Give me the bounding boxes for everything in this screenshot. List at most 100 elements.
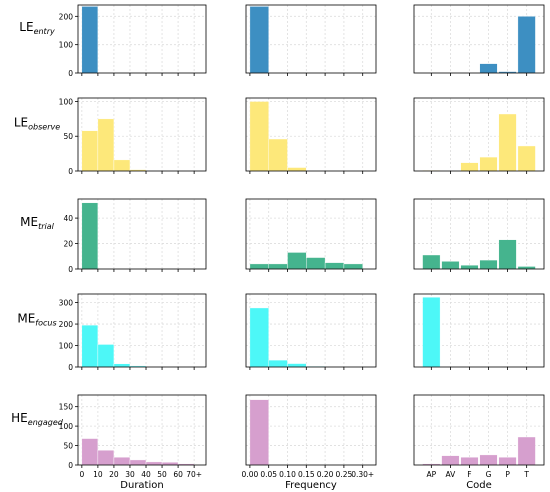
y-tick-label: 0 [68,461,73,470]
row-label-sub: engaged [28,418,64,427]
x-tick-label: 0 [79,470,84,479]
bar-entry-duration-0 [81,6,99,74]
y-tick-label: 50 [63,442,73,451]
bar-focus-duration-0 [81,324,99,368]
panel-frame [245,4,377,74]
bar-observe-code-2 [460,162,479,172]
x-tick-label: 0.10 [279,470,296,479]
y-tick-label: 150 [59,403,74,412]
y-tick-label: 50 [63,132,73,141]
bar-focus-code-0 [422,297,441,368]
x-tick-label: P [505,470,510,479]
y-tick-label: 0 [68,167,73,176]
x-tick-label: AV [446,470,457,479]
bar-trial-frequency-5 [343,263,363,270]
panel-engaged-code: AP AV F G P T [413,394,545,479]
bar-observe-frequency-0 [249,101,269,172]
x-tick-label: 30 [125,470,135,479]
row-label-main: ME [17,312,35,326]
panel-frame [413,394,545,466]
y-tick-label: 100 [59,97,74,106]
panel-engaged-duration: 0 10 20 30 40 50 60 70+ 0 50 100 150 [59,394,207,479]
panel-trial-code [413,198,545,272]
x-tick-label: 20 [109,470,119,479]
row-label-sub: entry [34,27,55,36]
panel-trial-frequency [245,198,377,272]
panel-frame [77,97,207,172]
row-label-main: HE [11,411,28,425]
bar-trial-frequency-1 [268,263,288,270]
bar-trial-frequency-3 [306,257,326,270]
x-tick-label: 50 [157,470,167,479]
row-label-entry: LEentry [19,20,55,36]
x-tick-label: 10 [93,470,103,479]
x-tick-label: 40 [141,470,151,479]
x-tick-label: 0.20 [317,470,334,479]
bar-focus-frequency-2 [287,363,307,368]
bar-observe-frequency-2 [287,167,307,172]
panels-layer: 0 100 200 0 50 100 0 20 40 0 100 200 300 0 10 20 30 40 50 6… [59,4,545,479]
row-label-engaged: HEengaged [11,411,64,427]
panel-frame [413,293,545,368]
bar-engaged-code-1 [441,455,460,466]
y-tick-label: 100 [59,422,74,431]
y-tick-label: 200 [59,320,74,329]
row-label-sub: focus [35,319,56,328]
row-label-main: LE [14,116,28,130]
x-tick-label: AP [427,470,437,479]
bar-trial-frequency-0 [249,263,269,270]
bar-trial-code-0 [422,254,441,270]
bar-observe-duration-0 [81,130,99,172]
panel-frame [245,293,377,368]
x-tick-label: 0.05 [260,470,277,479]
panel-frame [77,394,207,466]
panel-frame [413,97,545,172]
x-axis-labels-layer: Duration Frequency Code [120,480,492,491]
bar-focus-duration-1 [97,344,115,368]
panel-trial-duration: 0 20 40 [63,198,207,274]
x-tick-label: T [523,470,529,479]
bar-observe-code-4 [498,113,517,172]
x-axis-title-frequency: Frequency [285,480,337,491]
panel-engaged-frequency: 0.00 0.05 0.10 0.15 0.20 0.250.30+ [242,394,377,479]
panel-frame [413,4,545,74]
bar-entry-code-3 [479,63,498,74]
bar-trial-code-1 [441,261,460,270]
bar-engaged-duration-0 [81,438,99,466]
x-tick-label: 60 [173,470,183,479]
bar-focus-frequency-1 [268,359,288,368]
y-tick-label: 100 [59,41,74,50]
y-tick-label: 0 [68,265,73,274]
bar-engaged-code-3 [479,454,498,466]
panel-entry-code [413,4,545,76]
bar-engaged-duration-4 [145,461,163,466]
x-tick-label: 0.30+ [351,470,374,479]
row-label-focus: MEfocus [17,312,56,328]
bar-trial-code-3 [479,259,498,270]
row-label-trial: MEtrial [20,215,54,231]
row-label-main: LE [19,20,33,34]
x-tick-label: 70+ [186,470,202,479]
bar-trial-duration-0 [81,202,99,270]
y-tick-label: 0 [68,363,73,372]
bar-observe-code-3 [479,156,498,172]
y-tick-label: 300 [59,299,74,308]
y-tick-label: 200 [59,12,74,21]
panel-frame [77,4,207,74]
panel-focus-duration: 0 100 200 300 [59,293,207,372]
panel-observe-duration: 0 50 100 [59,97,207,176]
panel-frame [413,198,545,270]
panel-frame [245,198,377,270]
row-label-sub: observe [28,123,60,132]
bar-engaged-code-5 [517,436,536,466]
bar-observe-frequency-1 [268,138,288,172]
x-tick-label: F [467,470,471,479]
bar-trial-frequency-4 [324,262,345,270]
panel-frame [77,198,207,270]
bar-focus-duration-2 [113,363,131,368]
bar-engaged-duration-1 [97,450,115,466]
panel-entry-duration: 0 100 200 [59,4,207,78]
bar-entry-frequency-0 [249,6,269,74]
bar-trial-code-4 [498,239,517,270]
